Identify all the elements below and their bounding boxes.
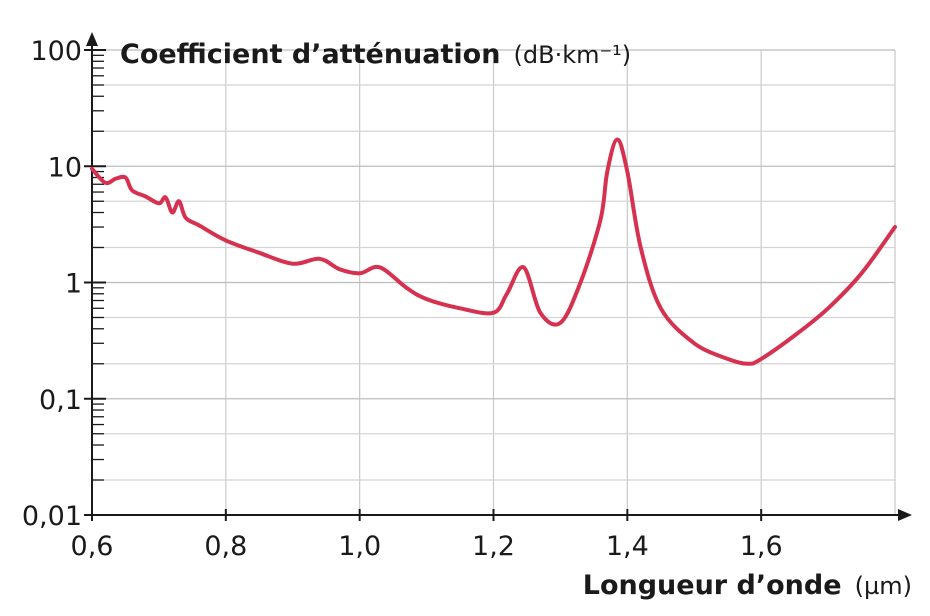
y-axis-title-label: Coefficient d’atténuation	[120, 39, 500, 70]
x-tick-label: 0,6	[71, 531, 114, 562]
x-tick-label: 0,8	[204, 531, 247, 562]
grid	[92, 49, 896, 515]
x-axis-title-unit: (µm)	[855, 572, 912, 600]
x-axis-title-label: Longueur d’onde	[583, 570, 842, 601]
x-tick-label: 1,0	[338, 531, 381, 562]
y-axis-arrow	[86, 32, 98, 46]
x-axis-title: Longueur d’onde (µm)	[583, 570, 912, 601]
y-axis-title-unit: (dB·km⁻¹)	[514, 41, 632, 69]
x-ticks: 0,6 0,8 1,0 1,2 1,4 1,6	[71, 509, 783, 562]
series-line	[90, 137, 897, 366]
y-tick-label: 1	[65, 269, 82, 300]
y-tick-label: 0,1	[39, 385, 82, 416]
x-tick-label: 1,6	[740, 531, 783, 562]
x-axis-arrow	[898, 509, 912, 521]
x-tick-label: 1,4	[606, 531, 649, 562]
y-axis-title: Coefficient d’atténuation (dB·km⁻¹)	[120, 39, 631, 70]
y-tick-label: 0,01	[22, 501, 82, 532]
y-tick-label: 10	[48, 152, 82, 183]
y-ticks: 100 10 1 0,1 0,01	[22, 36, 106, 532]
y-minor-ticks	[92, 54, 104, 481]
y-tick-label: 100	[30, 36, 82, 67]
x-tick-label: 1,2	[472, 531, 515, 562]
